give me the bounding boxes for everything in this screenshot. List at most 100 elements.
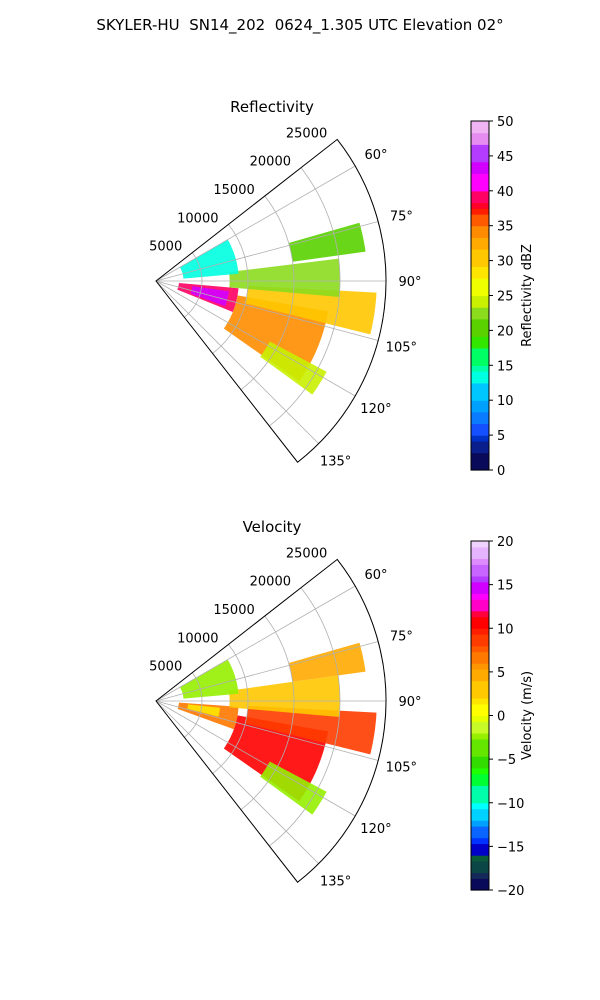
colorbar-segment	[471, 802, 489, 810]
colorbar-segment	[471, 820, 489, 827]
figure-title: SKYLER-HU SN14_202 0624_1.305 UTC Elevat…	[96, 16, 504, 34]
colorbar-segment	[471, 411, 489, 419]
colorbar-segment	[471, 732, 489, 740]
range-ring	[269, 587, 341, 847]
colorbar-segment	[471, 808, 489, 815]
range-ring	[269, 167, 341, 427]
echo-region	[179, 239, 239, 279]
azimuth-spoke	[155, 700, 379, 761]
colorbar-segment	[471, 575, 489, 583]
colorbar-segment	[471, 779, 489, 786]
range-tick-label: 5000	[149, 660, 182, 675]
panel-title: Reflectivity	[230, 98, 314, 116]
colorbar-segment	[471, 237, 489, 244]
echo-region	[190, 286, 229, 307]
colorbar-segment	[471, 179, 489, 186]
colorbar-segment	[471, 860, 489, 868]
colorbar-segment	[471, 208, 489, 215]
range-ring	[212, 644, 249, 774]
colorbar-segment	[471, 359, 489, 366]
sector-outline	[155, 558, 387, 883]
colorbar-segment	[471, 587, 489, 594]
range-tick-label: 25000	[286, 126, 327, 141]
echo-region	[288, 642, 366, 682]
colorbar-segment	[471, 446, 489, 454]
azimuth-spoke	[155, 700, 356, 817]
colorbar-segment	[471, 709, 489, 717]
azimuth-tick-label: 105°	[386, 761, 417, 776]
colorbar-segment	[471, 855, 489, 862]
colorbar-tick-label: −5	[497, 753, 516, 768]
colorbar-segment	[471, 289, 489, 297]
azimuth-tick-label: 90°	[398, 695, 421, 710]
colorbar-segment	[471, 750, 489, 757]
panel-title: Velocity	[243, 518, 302, 536]
colorbar-tick-label: 25	[497, 290, 514, 305]
colorbar-segment	[471, 126, 489, 134]
azimuth-spoke	[155, 280, 319, 444]
azimuth-tick-label: 105°	[386, 341, 417, 356]
echo-region	[245, 285, 377, 335]
colorbar: 0 5 10 15 20 25 30 35 40 45 50 Reflectivity dBZ	[470, 115, 535, 479]
colorbar-segment	[471, 219, 489, 227]
colorbar-segment	[471, 645, 489, 653]
colorbar-segment	[471, 610, 489, 618]
azimuth-tick-label: 75°	[390, 629, 413, 644]
colorbar-segment	[471, 878, 489, 885]
range-tick-label: 5000	[149, 240, 182, 255]
echo-region	[228, 675, 340, 717]
colorbar-tick-label: 20	[497, 535, 514, 550]
range-tick-label: 15000	[213, 603, 254, 618]
sector-outline	[155, 138, 387, 463]
colorbar-segment	[471, 196, 489, 204]
colorbar-segment	[471, 347, 489, 355]
colorbar-segment	[471, 342, 489, 349]
colorbar-segment	[471, 698, 489, 705]
azimuth-tick-label: 60°	[364, 148, 387, 163]
colorbar-segment	[471, 872, 489, 879]
colorbar-segment	[471, 243, 489, 250]
colorbar-segment	[471, 452, 489, 459]
colorbar-segment	[471, 884, 489, 891]
colorbar-tick-label: 0	[497, 710, 505, 725]
colorbar-segment	[471, 604, 489, 612]
colorbar-tick-label: 40	[497, 185, 514, 200]
colorbar-segment	[471, 231, 489, 238]
colorbar-tick-label: 15	[497, 359, 514, 374]
colorbar-segment	[471, 132, 489, 140]
colorbar-segment	[471, 458, 489, 465]
colorbar-segment	[471, 663, 489, 670]
echo-region	[179, 659, 239, 699]
colorbar-segment	[471, 254, 489, 262]
colorbar-segment	[471, 394, 489, 401]
colorbar-segment	[471, 266, 489, 273]
azimuth-spoke	[155, 280, 356, 397]
colorbar-segment	[471, 155, 489, 163]
azimuth-tick-label: 135°	[320, 455, 351, 470]
colorbar-segment	[471, 371, 489, 378]
colorbar-segment	[471, 184, 489, 192]
colorbar-segment	[471, 278, 489, 285]
colorbar-segment	[471, 330, 489, 337]
colorbar-segment	[471, 301, 489, 308]
colorbar-segment	[471, 423, 489, 430]
range-tick-label: 10000	[177, 631, 218, 646]
colorbar-segment	[471, 307, 489, 314]
colorbar-segment	[471, 318, 489, 326]
azimuth-tick-label: 90°	[398, 275, 421, 290]
colorbar-segment	[471, 295, 489, 302]
colorbar-tick-label: 0	[497, 464, 505, 479]
colorbar-segment	[471, 686, 489, 693]
colorbar-tick-label: 45	[497, 150, 514, 165]
azimuth-spoke	[155, 221, 379, 282]
range-tick-label: 20000	[250, 155, 291, 170]
colorbar-segment	[471, 738, 489, 746]
colorbar-segment	[471, 727, 489, 734]
azimuth-spoke	[155, 585, 356, 702]
colorbar-segment	[471, 785, 489, 792]
range-ring	[184, 672, 203, 738]
colorbar-segment	[471, 622, 489, 629]
range-ring	[240, 615, 295, 811]
colorbar-segment	[471, 570, 489, 577]
